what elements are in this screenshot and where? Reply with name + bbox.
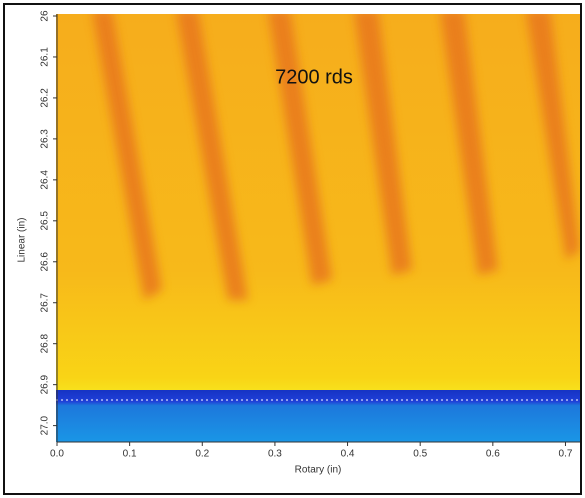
- scan-image: [56, 14, 580, 442]
- x-tick-label: 0.7: [559, 449, 573, 460]
- y-tick-label: 26.5: [40, 211, 51, 231]
- scan-blue-band: [56, 390, 580, 442]
- stripe: [92, 14, 162, 300]
- y-tick-label: 26.9: [40, 374, 51, 394]
- stripe: [268, 14, 332, 285]
- x-axis-label: Rotary (in): [295, 465, 342, 476]
- x-tick-label: 0.2: [195, 449, 209, 460]
- y-axis-label: Linear (in): [17, 217, 28, 262]
- stripe: [440, 14, 498, 275]
- annotation: 7200 rds: [275, 66, 353, 88]
- y-tick-label: 26.4: [40, 170, 51, 190]
- y-tick-label: 27.0: [40, 415, 51, 435]
- x-tick-label: 0.4: [341, 449, 355, 460]
- x-tick-label: 0.6: [486, 449, 500, 460]
- x-tick-label: 0.1: [123, 449, 137, 460]
- y-tick-label: 26.1: [40, 47, 51, 67]
- y-tick-label: 26: [40, 10, 51, 22]
- x-tick-label: 0.3: [268, 449, 282, 460]
- x-tick-label: 0.5: [413, 449, 427, 460]
- y-tick-label: 26.2: [40, 88, 51, 108]
- stripe: [176, 14, 248, 300]
- y-tick-label: 26.3: [40, 129, 51, 149]
- stripe: [526, 14, 580, 260]
- y-tick-label: 26.6: [40, 252, 51, 272]
- stripe: [354, 14, 412, 275]
- x-tick-label: 0.0: [50, 449, 64, 460]
- y-tick-label: 26.8: [40, 334, 51, 354]
- y-tick-label: 26.7: [40, 293, 51, 313]
- scan-stripes: [92, 14, 580, 300]
